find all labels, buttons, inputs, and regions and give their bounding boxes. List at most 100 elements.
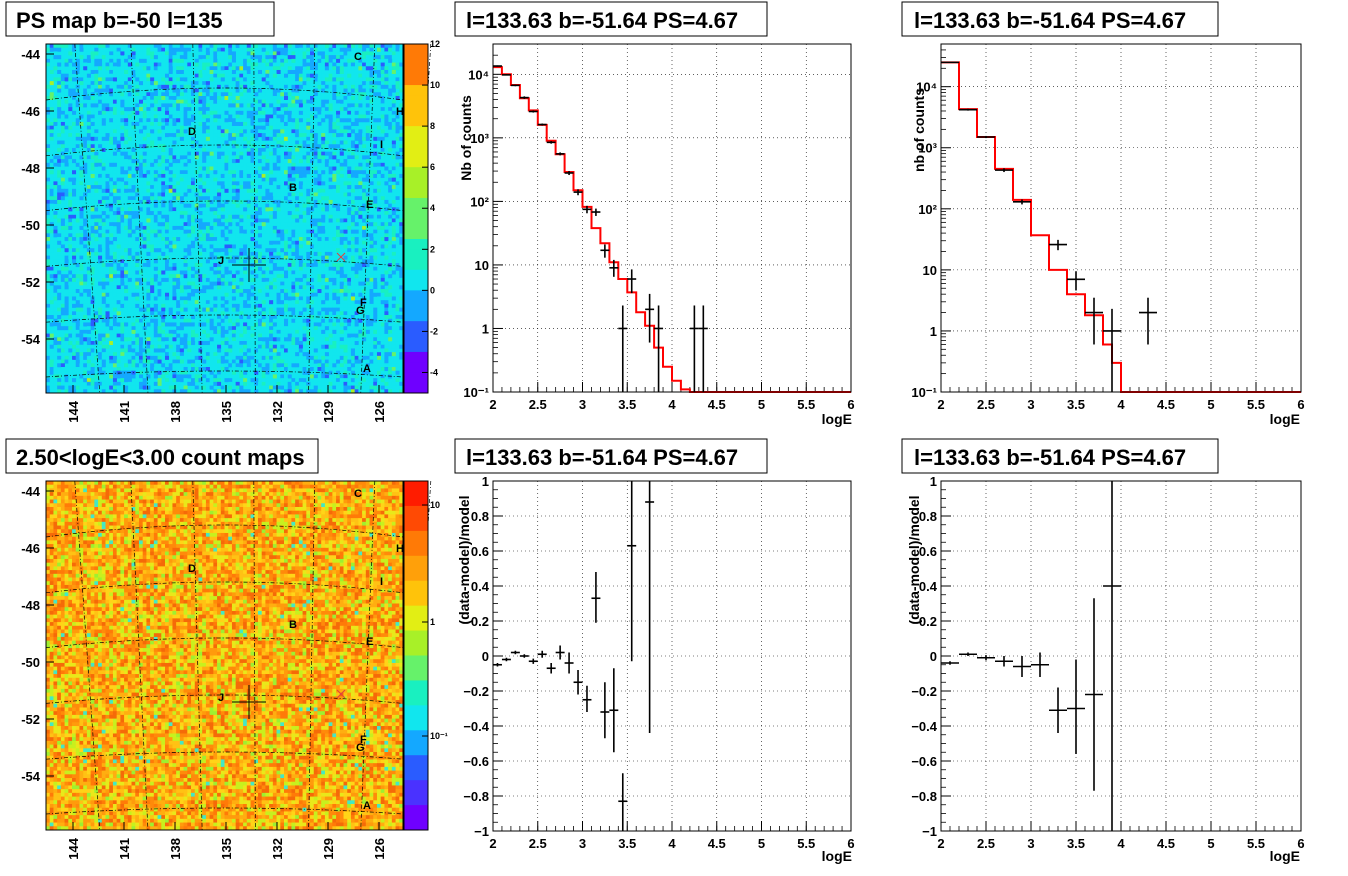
- map-pixel: [317, 274, 322, 279]
- map-pixel: [46, 266, 51, 271]
- map-pixel: [302, 147, 307, 152]
- map-pixel: [179, 173, 184, 178]
- map-pixel: [354, 155, 359, 160]
- map-pixel: [269, 181, 274, 186]
- map-pixel: [339, 114, 344, 119]
- map-pixel: [391, 114, 396, 119]
- map-pixel: [254, 121, 259, 126]
- map-pixel: [179, 99, 184, 104]
- map-pixel: [101, 51, 106, 56]
- map-pixel: [116, 348, 121, 353]
- map-pixel: [105, 95, 110, 100]
- map-pixel: [365, 196, 370, 201]
- map-pixel: [161, 118, 166, 123]
- map-pixel: [306, 47, 311, 52]
- map-pixel: [235, 44, 240, 49]
- map-pixel: [287, 155, 292, 160]
- map-pixel: [388, 318, 393, 323]
- map-pixel: [284, 270, 289, 275]
- map-pixel: [350, 322, 355, 327]
- map-pixel: [191, 95, 196, 100]
- map-pixel: [98, 92, 103, 97]
- map-pixel: [60, 177, 65, 182]
- map-pixel: [138, 355, 143, 360]
- map-pixel: [157, 311, 162, 316]
- map-pixel: [272, 107, 277, 112]
- map-pixel: [179, 196, 184, 201]
- map-pixel: [373, 229, 378, 234]
- map-pixel: [168, 103, 173, 108]
- map-pixel: [376, 188, 381, 193]
- map-pixel: [138, 222, 143, 227]
- map-pixel: [49, 300, 54, 305]
- map-pixel: [328, 277, 333, 282]
- map-pixel: [302, 263, 307, 268]
- map-pixel: [49, 315, 54, 320]
- map-pixel: [235, 66, 240, 71]
- map-pixel: [336, 58, 341, 63]
- map-pixel: [339, 277, 344, 282]
- map-pixel: [295, 151, 300, 156]
- map-pixel: [135, 311, 140, 316]
- map-pixel: [369, 77, 374, 82]
- map-pixel: [365, 155, 370, 160]
- map-pixel: [276, 292, 281, 297]
- map-pixel: [46, 233, 51, 238]
- map-pixel: [217, 77, 222, 82]
- map-pixel: [213, 99, 218, 104]
- map-pixel: [153, 88, 158, 93]
- map-pixel: [224, 307, 229, 312]
- map-pixel: [388, 225, 393, 230]
- map-pixel: [94, 237, 99, 242]
- map-pixel: [49, 162, 54, 167]
- map-pixel: [321, 110, 326, 115]
- map-pixel: [313, 170, 318, 175]
- map-pixel: [191, 84, 196, 89]
- map-pixel: [343, 166, 348, 171]
- map-pixel: [228, 248, 233, 253]
- map-pixel: [339, 133, 344, 138]
- map-pixel: [112, 170, 117, 175]
- map-pixel: [109, 274, 114, 279]
- map-pixel: [298, 259, 303, 264]
- map-pixel: [336, 66, 341, 71]
- map-pixel: [224, 225, 229, 230]
- map-pixel: [135, 159, 140, 164]
- map-pixel: [380, 344, 385, 349]
- map-pixel: [127, 307, 132, 312]
- map-pixel: [105, 199, 110, 204]
- map-pixel: [269, 270, 274, 275]
- map-pixel: [261, 121, 266, 126]
- map-pixel: [228, 99, 233, 104]
- map-pixel: [384, 326, 389, 331]
- map-pixel: [213, 196, 218, 201]
- map-pixel: [46, 277, 51, 282]
- map-pixel: [86, 348, 91, 353]
- map-pixel: [354, 144, 359, 149]
- map-pixel: [138, 144, 143, 149]
- map-pixel: [291, 363, 296, 368]
- map-pixel: [57, 341, 62, 346]
- map-pixel: [194, 237, 199, 242]
- map-pixel: [168, 315, 173, 320]
- map-pixel: [235, 110, 240, 115]
- map-pixel: [83, 66, 88, 71]
- map-pixel: [265, 181, 270, 186]
- map-pixel: [109, 73, 114, 78]
- map-pixel: [265, 248, 270, 253]
- map-pixel: [343, 44, 348, 49]
- map-pixel: [347, 173, 352, 178]
- map-pixel: [168, 51, 173, 56]
- map-pixel: [49, 95, 54, 100]
- map-pixel: [391, 251, 396, 256]
- map-pixel: [105, 203, 110, 208]
- map-pixel: [64, 155, 69, 160]
- map-pixel: [116, 277, 121, 282]
- map-pixel: [313, 192, 318, 197]
- map-pixel: [202, 55, 207, 60]
- map-pixel: [157, 233, 162, 238]
- map-pixel: [187, 322, 192, 327]
- map-pixel: [68, 329, 73, 334]
- map-pixel: [224, 251, 229, 256]
- map-pixel: [328, 84, 333, 89]
